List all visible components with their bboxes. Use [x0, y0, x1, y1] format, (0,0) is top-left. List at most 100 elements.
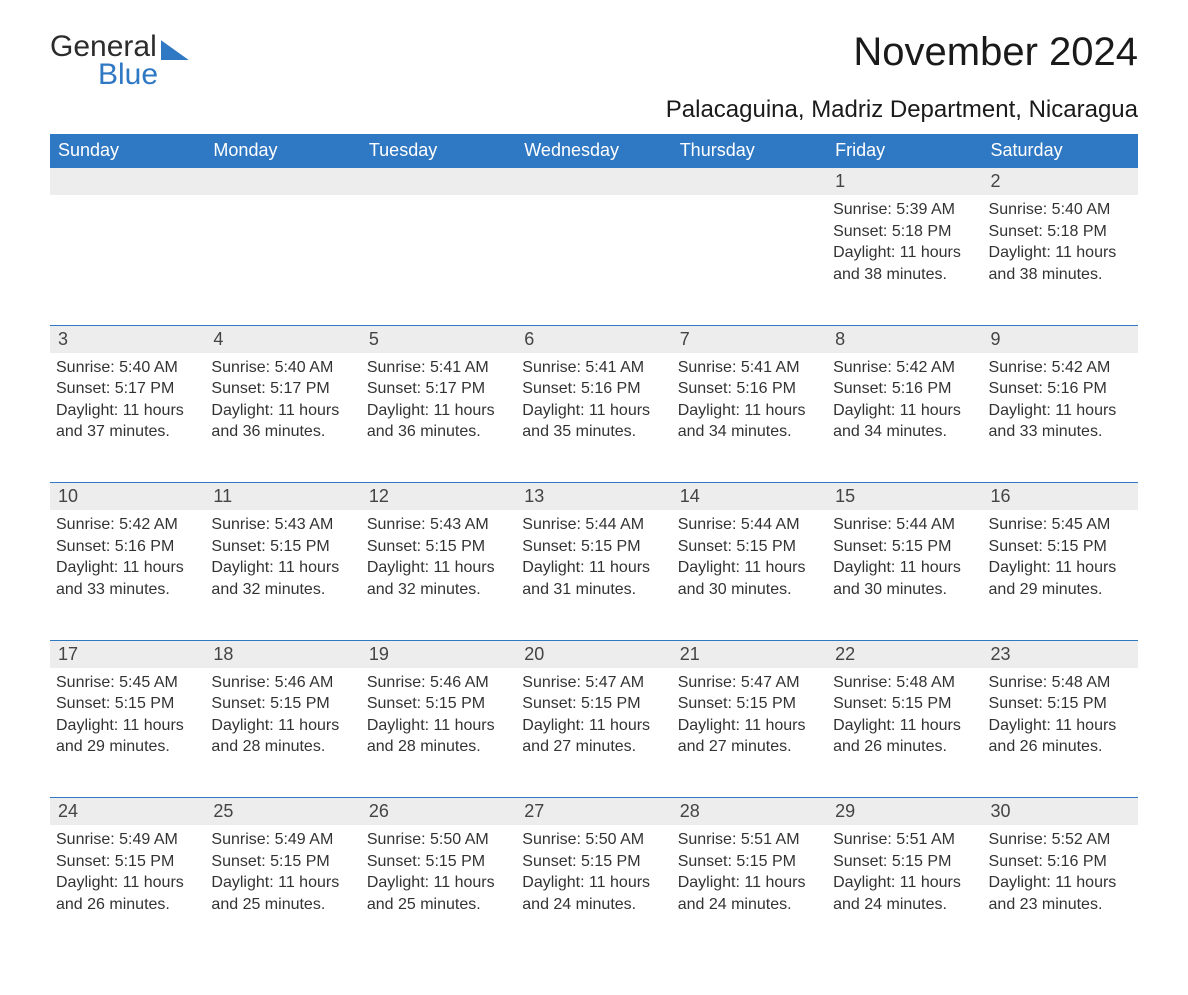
day-number [516, 168, 671, 195]
day-details: Sunrise: 5:49 AMSunset: 5:15 PMDaylight:… [50, 825, 205, 925]
page-title: November 2024 [853, 30, 1138, 75]
day-details: Sunrise: 5:49 AMSunset: 5:15 PMDaylight:… [205, 825, 360, 925]
brand-triangle-icon [161, 40, 189, 60]
sunrise-text: Sunrise: 5:51 AM [833, 829, 976, 851]
day-number-row: 17181920212223 [50, 640, 1138, 668]
calendar-cell: Sunrise: 5:40 AMSunset: 5:17 PMDaylight:… [205, 353, 360, 483]
calendar-cell: Sunrise: 5:42 AMSunset: 5:16 PMDaylight:… [50, 510, 205, 640]
daylight-text: Daylight: 11 hours and 38 minutes. [833, 242, 976, 285]
day-details: Sunrise: 5:42 AMSunset: 5:16 PMDaylight:… [827, 353, 982, 453]
daylight-text: Daylight: 11 hours and 24 minutes. [678, 872, 821, 915]
day-details: Sunrise: 5:46 AMSunset: 5:15 PMDaylight:… [205, 668, 360, 768]
sunrise-text: Sunrise: 5:46 AM [367, 672, 510, 694]
sunrise-text: Sunrise: 5:44 AM [678, 514, 821, 536]
day-number: 24 [50, 798, 205, 825]
calendar-cell: Sunrise: 5:44 AMSunset: 5:15 PMDaylight:… [827, 510, 982, 640]
day-number: 10 [50, 483, 205, 510]
day-number-row: 10111213141516 [50, 483, 1138, 511]
day-details: Sunrise: 5:52 AMSunset: 5:16 PMDaylight:… [983, 825, 1138, 925]
day-number: 14 [672, 483, 827, 510]
calendar-cell: Sunrise: 5:47 AMSunset: 5:15 PMDaylight:… [516, 668, 671, 798]
sunset-text: Sunset: 5:15 PM [833, 693, 976, 715]
daylight-text: Daylight: 11 hours and 24 minutes. [833, 872, 976, 915]
daylight-text: Daylight: 11 hours and 25 minutes. [367, 872, 510, 915]
calendar-cell: Sunrise: 5:42 AMSunset: 5:16 PMDaylight:… [983, 353, 1138, 483]
daylight-text: Daylight: 11 hours and 35 minutes. [522, 400, 665, 443]
calendar-table: Sunday Monday Tuesday Wednesday Thursday… [50, 134, 1138, 955]
day-number: 6 [516, 326, 671, 353]
calendar-cell: Sunrise: 5:49 AMSunset: 5:15 PMDaylight:… [205, 825, 360, 955]
day-number: 2 [983, 168, 1138, 195]
day-number: 18 [205, 641, 360, 668]
calendar-cell [361, 195, 516, 325]
calendar-cell: Sunrise: 5:50 AMSunset: 5:15 PMDaylight:… [516, 825, 671, 955]
day-details: Sunrise: 5:43 AMSunset: 5:15 PMDaylight:… [361, 510, 516, 610]
weekday-header-row: Sunday Monday Tuesday Wednesday Thursday… [50, 134, 1138, 168]
sunset-text: Sunset: 5:16 PM [56, 536, 199, 558]
daylight-text: Daylight: 11 hours and 32 minutes. [211, 557, 354, 600]
daylight-text: Daylight: 11 hours and 26 minutes. [56, 872, 199, 915]
day-number: 26 [361, 798, 516, 825]
daylight-text: Daylight: 11 hours and 33 minutes. [56, 557, 199, 600]
calendar-cell [205, 195, 360, 325]
location-subtitle: Palacaguina, Madriz Department, Nicaragu… [50, 96, 1138, 124]
day-details: Sunrise: 5:47 AMSunset: 5:15 PMDaylight:… [672, 668, 827, 768]
day-number: 30 [983, 798, 1138, 825]
day-number: 22 [827, 641, 982, 668]
day-details: Sunrise: 5:40 AMSunset: 5:18 PMDaylight:… [983, 195, 1138, 295]
weekday-header: Thursday [672, 134, 827, 168]
sunset-text: Sunset: 5:15 PM [211, 693, 354, 715]
sunrise-text: Sunrise: 5:47 AM [522, 672, 665, 694]
calendar-cell [672, 195, 827, 325]
day-number: 15 [827, 483, 982, 510]
sunset-text: Sunset: 5:15 PM [678, 693, 821, 715]
calendar-cell: Sunrise: 5:48 AMSunset: 5:15 PMDaylight:… [827, 668, 982, 798]
day-details: Sunrise: 5:45 AMSunset: 5:15 PMDaylight:… [983, 510, 1138, 610]
daylight-text: Daylight: 11 hours and 29 minutes. [56, 715, 199, 758]
daylight-text: Daylight: 11 hours and 29 minutes. [989, 557, 1132, 600]
weekday-header: Friday [827, 134, 982, 168]
sunrise-text: Sunrise: 5:40 AM [989, 199, 1132, 221]
sunrise-text: Sunrise: 5:41 AM [678, 357, 821, 379]
sunrise-text: Sunrise: 5:51 AM [678, 829, 821, 851]
sunrise-text: Sunrise: 5:43 AM [367, 514, 510, 536]
sunrise-text: Sunrise: 5:41 AM [522, 357, 665, 379]
weekday-header: Saturday [983, 134, 1138, 168]
day-details: Sunrise: 5:48 AMSunset: 5:15 PMDaylight:… [983, 668, 1138, 768]
sunrise-text: Sunrise: 5:50 AM [367, 829, 510, 851]
day-details: Sunrise: 5:40 AMSunset: 5:17 PMDaylight:… [50, 353, 205, 453]
sunset-text: Sunset: 5:18 PM [989, 221, 1132, 243]
sunrise-text: Sunrise: 5:40 AM [211, 357, 354, 379]
sunrise-text: Sunrise: 5:44 AM [833, 514, 976, 536]
day-details: Sunrise: 5:50 AMSunset: 5:15 PMDaylight:… [516, 825, 671, 925]
sunset-text: Sunset: 5:15 PM [522, 693, 665, 715]
day-content-row: Sunrise: 5:45 AMSunset: 5:15 PMDaylight:… [50, 668, 1138, 798]
day-details: Sunrise: 5:51 AMSunset: 5:15 PMDaylight:… [672, 825, 827, 925]
daylight-text: Daylight: 11 hours and 26 minutes. [989, 715, 1132, 758]
daylight-text: Daylight: 11 hours and 26 minutes. [833, 715, 976, 758]
calendar-cell: Sunrise: 5:41 AMSunset: 5:17 PMDaylight:… [361, 353, 516, 483]
daylight-text: Daylight: 11 hours and 36 minutes. [211, 400, 354, 443]
calendar-cell: Sunrise: 5:41 AMSunset: 5:16 PMDaylight:… [516, 353, 671, 483]
sunset-text: Sunset: 5:16 PM [989, 851, 1132, 873]
day-details: Sunrise: 5:43 AMSunset: 5:15 PMDaylight:… [205, 510, 360, 610]
daylight-text: Daylight: 11 hours and 34 minutes. [678, 400, 821, 443]
sunset-text: Sunset: 5:15 PM [367, 693, 510, 715]
day-number: 7 [672, 326, 827, 353]
day-details: Sunrise: 5:51 AMSunset: 5:15 PMDaylight:… [827, 825, 982, 925]
sunset-text: Sunset: 5:15 PM [367, 536, 510, 558]
day-number [50, 168, 205, 195]
day-content-row: Sunrise: 5:40 AMSunset: 5:17 PMDaylight:… [50, 353, 1138, 483]
day-details: Sunrise: 5:39 AMSunset: 5:18 PMDaylight:… [827, 195, 982, 295]
day-number [672, 168, 827, 195]
calendar-cell [516, 195, 671, 325]
sunset-text: Sunset: 5:15 PM [678, 536, 821, 558]
header: General Blue November 2024 [50, 30, 1138, 92]
calendar-cell: Sunrise: 5:48 AMSunset: 5:15 PMDaylight:… [983, 668, 1138, 798]
day-number: 28 [672, 798, 827, 825]
sunset-text: Sunset: 5:15 PM [989, 693, 1132, 715]
weekday-header: Tuesday [361, 134, 516, 168]
calendar-cell: Sunrise: 5:45 AMSunset: 5:15 PMDaylight:… [50, 668, 205, 798]
sunset-text: Sunset: 5:15 PM [678, 851, 821, 873]
sunset-text: Sunset: 5:15 PM [989, 536, 1132, 558]
